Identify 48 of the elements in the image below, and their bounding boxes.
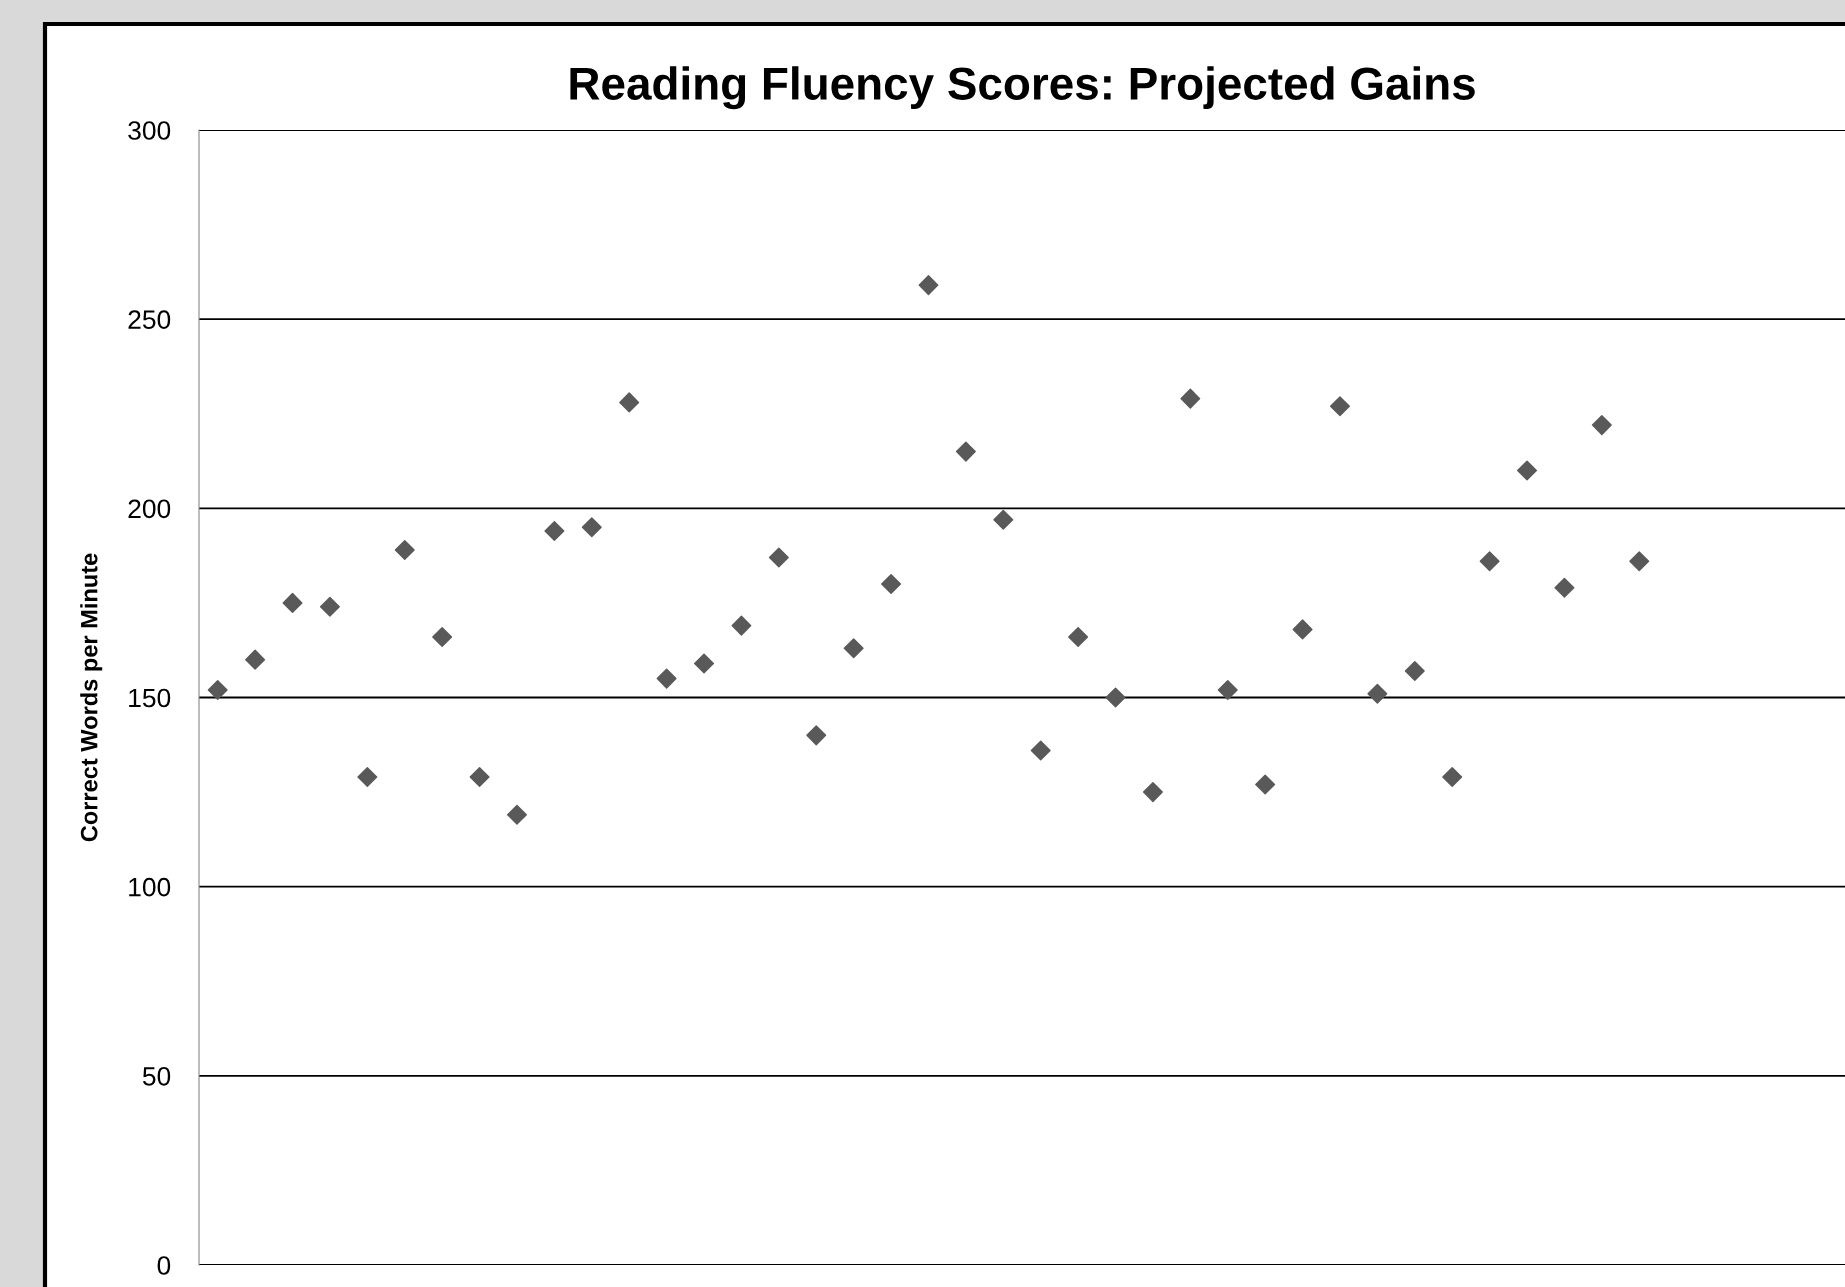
point <box>245 649 266 670</box>
point <box>282 592 303 613</box>
y-tick-label: 200 <box>128 499 171 519</box>
point <box>993 509 1014 530</box>
point <box>1142 782 1163 803</box>
y-tick-label: 300 <box>128 121 171 140</box>
point <box>694 653 715 674</box>
y-tick-label: 0 <box>157 1256 171 1275</box>
point <box>1329 396 1350 417</box>
point <box>357 766 378 787</box>
point <box>1629 551 1650 572</box>
point <box>768 547 789 568</box>
point <box>806 725 827 746</box>
point <box>955 441 976 462</box>
point <box>1292 619 1313 640</box>
point <box>1591 415 1612 436</box>
point <box>1068 626 1089 647</box>
y-tick-label: 150 <box>129 688 171 708</box>
point <box>656 668 677 689</box>
point <box>1442 766 1463 787</box>
point <box>319 596 340 617</box>
point <box>1517 460 1538 481</box>
y-tick-label: 100 <box>129 877 171 897</box>
point <box>506 804 527 825</box>
point <box>1180 388 1201 409</box>
point <box>207 679 228 700</box>
y-axis-title: Correct Words per Minute <box>80 553 103 842</box>
point <box>432 626 453 647</box>
point <box>1255 774 1276 795</box>
y-tick-label: 250 <box>128 310 171 329</box>
point <box>1105 687 1126 708</box>
point <box>619 392 640 413</box>
point <box>881 573 902 595</box>
point <box>843 638 864 659</box>
point <box>1030 740 1051 761</box>
chart-title: Reading Fluency Scores: Projected Gains <box>570 66 1475 110</box>
point <box>581 517 602 538</box>
point <box>1479 551 1500 572</box>
point <box>918 275 939 296</box>
point <box>469 766 490 787</box>
point <box>544 521 565 542</box>
point <box>1217 679 1238 700</box>
point <box>1404 661 1425 682</box>
point <box>731 615 752 636</box>
point <box>394 539 415 560</box>
point <box>1367 683 1388 704</box>
point <box>1554 577 1575 598</box>
y-tick-label: 50 <box>142 1066 171 1086</box>
